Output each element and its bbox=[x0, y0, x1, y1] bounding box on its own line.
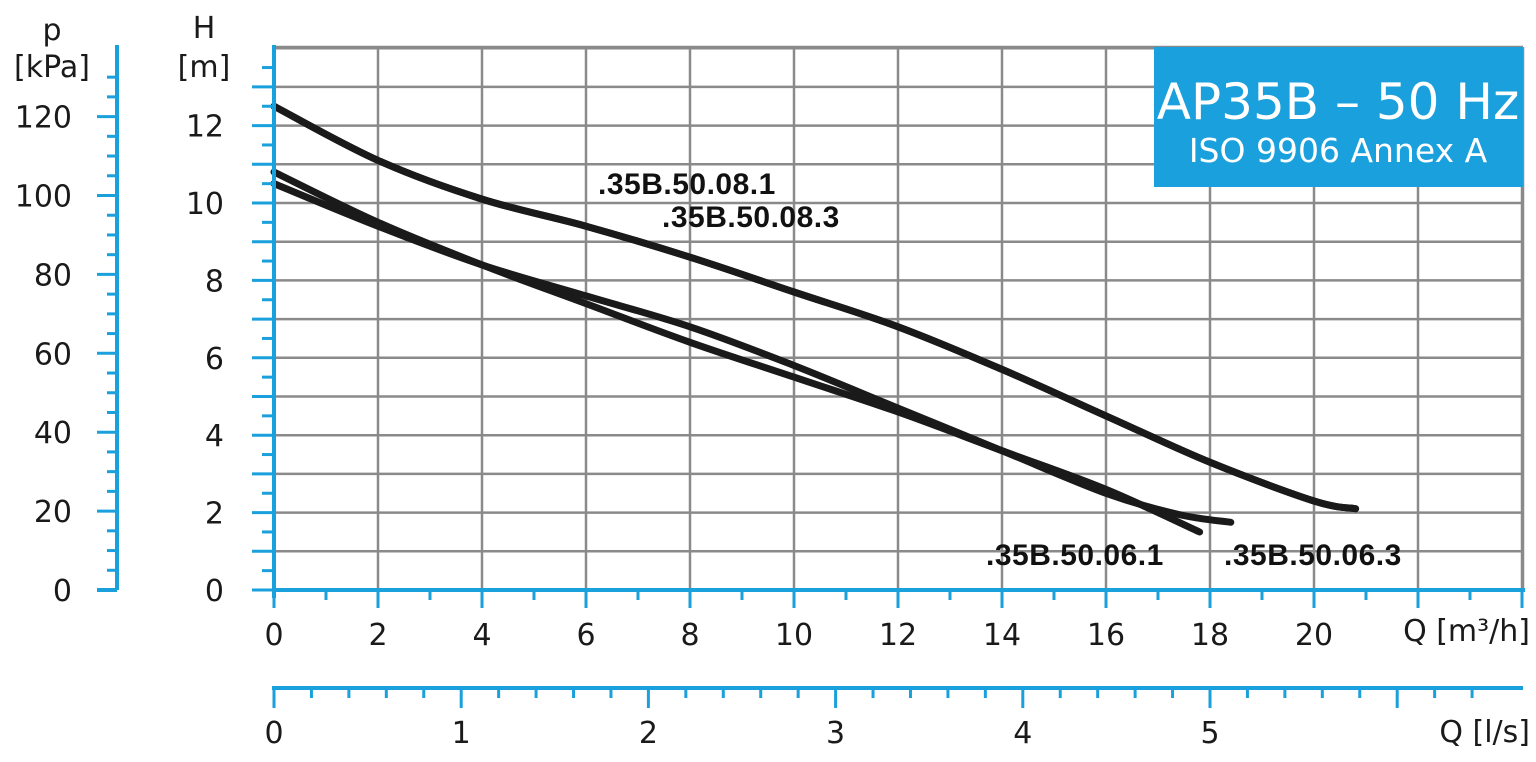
x2-tick-label: 2 bbox=[639, 716, 658, 751]
y2-tick-label: 100 bbox=[15, 180, 72, 215]
series-label-2: .35B.50.06.1 bbox=[986, 539, 1164, 572]
x2-tick-label: 3 bbox=[826, 716, 845, 751]
x-axis-label: Q [m³/h] bbox=[1403, 614, 1530, 649]
x-tick-label: 4 bbox=[472, 618, 491, 653]
series-label-3: .35B.50.06.3 bbox=[1224, 539, 1402, 572]
axes bbox=[97, 45, 1525, 708]
y-tick-label: 10 bbox=[186, 187, 224, 222]
y2-tick-label: 120 bbox=[15, 101, 72, 136]
series-line-3 bbox=[270, 180, 1235, 526]
y-tick-label: 4 bbox=[205, 419, 224, 454]
x-tick-label: 14 bbox=[983, 618, 1021, 653]
x2-axis-label: Q [l/s] bbox=[1439, 715, 1530, 750]
y2-tick-label: 0 bbox=[53, 574, 72, 609]
series-line-1 bbox=[270, 102, 1360, 513]
x2-tick-label: 0 bbox=[264, 716, 283, 751]
y-axis-label: H bbox=[193, 11, 216, 46]
y2-axis-unit: [kPa] bbox=[14, 50, 90, 85]
chart-title: AP35B – 50 Hz bbox=[1157, 73, 1519, 131]
x-tick-label: 2 bbox=[368, 618, 387, 653]
y-tick-label: 8 bbox=[205, 264, 224, 299]
y2-tick-label: 60 bbox=[34, 337, 72, 372]
x-tick-label: 10 bbox=[775, 618, 813, 653]
x-tick-label: 20 bbox=[1295, 618, 1333, 653]
y2-tick-label: 40 bbox=[34, 416, 72, 451]
y-tick-label: 2 bbox=[205, 497, 224, 532]
x-tick-label: 16 bbox=[1087, 618, 1125, 653]
chart-subtitle: ISO 9906 Annex A bbox=[1189, 131, 1488, 170]
x-tick-label: 18 bbox=[1191, 618, 1229, 653]
x2-tick-label: 5 bbox=[1200, 716, 1219, 751]
x2-tick-label: 4 bbox=[1013, 716, 1032, 751]
y-tick-label: 6 bbox=[205, 342, 224, 377]
y-axis-unit: [m] bbox=[178, 50, 231, 85]
y-tick-label: 12 bbox=[186, 110, 224, 145]
x2-tick-label: 1 bbox=[452, 716, 471, 751]
title-box: AP35B – 50 Hz ISO 9906 Annex A bbox=[1154, 47, 1523, 187]
x-tick-label: 12 bbox=[879, 618, 917, 653]
x-tick-label: 6 bbox=[576, 618, 595, 653]
series-label-0: .35B.50.08.1 bbox=[598, 168, 776, 201]
performance-curves bbox=[270, 102, 1360, 536]
y-tick-label: 0 bbox=[205, 574, 224, 609]
y2-tick-label: 80 bbox=[34, 258, 72, 293]
x-tick-label: 0 bbox=[264, 618, 283, 653]
x-tick-label: 8 bbox=[680, 618, 699, 653]
y2-axis-label: p bbox=[42, 13, 61, 48]
y2-tick-label: 20 bbox=[34, 495, 72, 530]
series-label-1: .35B.50.08.3 bbox=[662, 201, 840, 234]
